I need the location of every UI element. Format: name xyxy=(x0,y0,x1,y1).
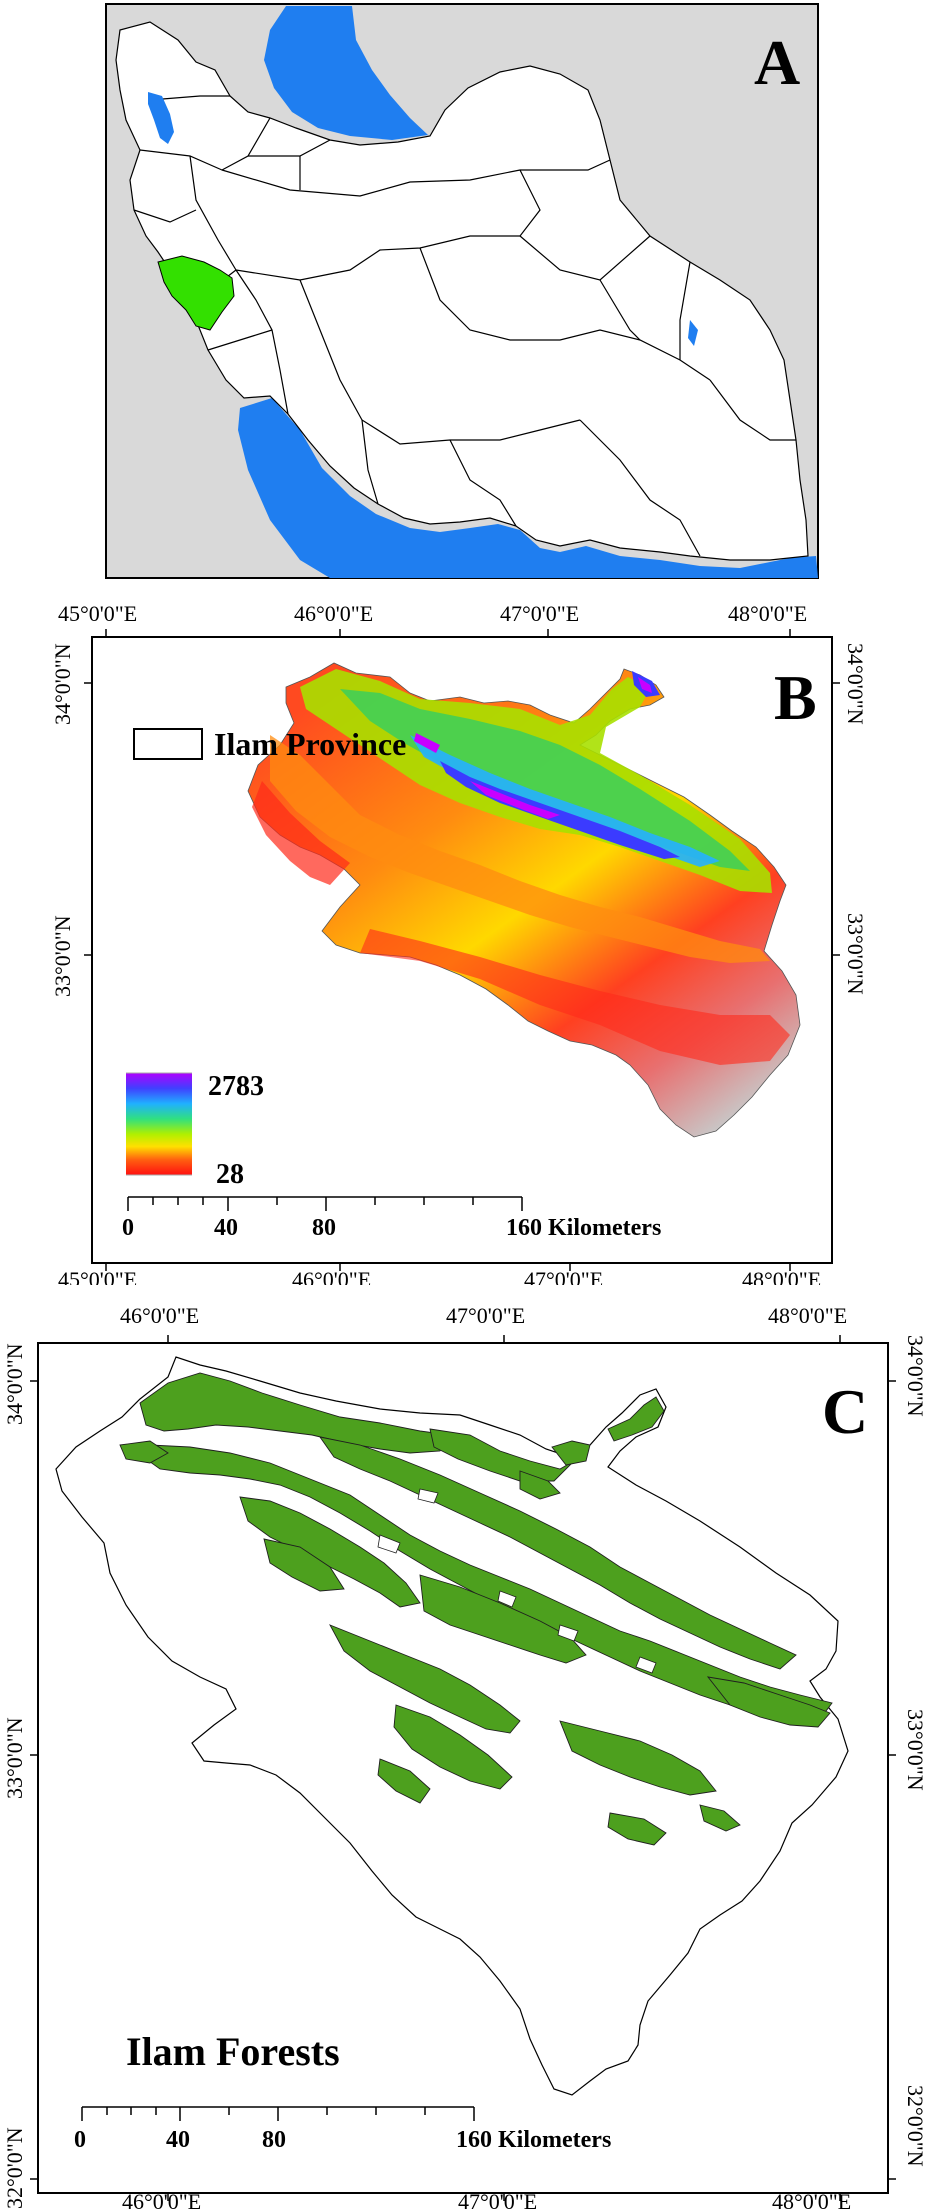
top-tick-label: 45°0'0"E xyxy=(58,601,137,626)
legend-max-value: 2783 xyxy=(208,1071,264,1102)
iran-provinces xyxy=(115,21,809,561)
bottom-tick-label: 46°0'0"E xyxy=(292,1267,371,1285)
scale-label: 160 Kilometers xyxy=(506,1215,661,1241)
panel-c-bottom-ticks: 46°0'0"E 47°0'0"E 48°0'0"E xyxy=(122,2189,851,2212)
elevation-colorbar xyxy=(126,1073,192,1175)
top-tick-label: 47°0'0"E xyxy=(446,1303,525,1328)
bottom-tick-label: 46°0'0"E xyxy=(122,2189,201,2212)
small-lake xyxy=(688,320,698,346)
bottom-tick-label: 48°0'0"E xyxy=(742,1267,821,1285)
top-tick-label: 46°0'0"E xyxy=(294,601,373,626)
bottom-tick-label: 48°0'0"E xyxy=(772,2189,851,2212)
ilam-province-highlight xyxy=(157,255,235,331)
scale-label: 80 xyxy=(312,1215,336,1241)
right-tick-label: 34°0'0"N xyxy=(843,643,868,725)
ilam-elevation-raster xyxy=(247,662,801,1138)
panel-c-top-ticks: 46°0'0"E 47°0'0"E 48°0'0"E xyxy=(120,1303,847,1328)
forest-map-title: Ilam Forests xyxy=(126,2029,340,2074)
lake-urmia xyxy=(148,92,174,144)
scale-label: 160 Kilometers xyxy=(456,2127,611,2153)
left-tick-label: 34°0'0"N xyxy=(50,643,75,725)
panel-c-scalebar xyxy=(81,2106,475,2121)
top-tick-label: 48°0'0"E xyxy=(728,601,807,626)
bottom-tick-label: 47°0'0"E xyxy=(524,1267,603,1285)
right-tick-label: 33°0'0"N xyxy=(843,913,868,995)
left-tick-label: 33°0'0"N xyxy=(50,915,75,997)
bottom-tick-label: 47°0'0"E xyxy=(458,2189,537,2212)
panel-b-letter: B xyxy=(774,662,817,733)
panel-c-letter: C xyxy=(822,1376,868,1447)
caspian-sea xyxy=(264,6,428,140)
panel-b-top-ticks: 45°0'0"E 46°0'0"E 47°0'0"E 48°0'0"E xyxy=(58,601,807,626)
elevation-legend: Ilam Province 2783 28 xyxy=(126,726,406,1190)
top-tick-label: 47°0'0"E xyxy=(500,601,579,626)
panel-c-scalebar-labels: 0 40 80 160 Kilometers xyxy=(74,2127,611,2153)
panel-a-letter: A xyxy=(754,27,800,98)
panel-b-bottom-ticks: 45°0'0"E 46°0'0"E 47°0'0"E 48°0'0"E xyxy=(58,1267,821,1285)
right-tick-label: 33°0'0"N xyxy=(903,1709,928,1791)
right-tick-label: 34°0'0"N xyxy=(903,1335,928,1417)
top-tick-label: 48°0'0"E xyxy=(768,1303,847,1328)
persian-gulf xyxy=(238,398,818,578)
left-tick-label: 32°0'0"N xyxy=(2,2127,27,2209)
legend-boundary-label: Ilam Province xyxy=(214,726,406,762)
panel-c-forest-map: 46°0'0"E 47°0'0"E 48°0'0"E 34°0'0"N 33°0… xyxy=(2,1303,928,2212)
scale-label: 40 xyxy=(166,2127,190,2153)
bottom-tick-label: 45°0'0"E xyxy=(58,1267,137,1285)
panel-b-elevation-map: 45°0'0"E 46°0'0"E 47°0'0"E 48°0'0"E 34°0… xyxy=(50,601,868,1285)
legend-min-value: 28 xyxy=(216,1159,244,1190)
scale-label: 80 xyxy=(262,2127,286,2153)
forest-gaps xyxy=(377,1488,657,1674)
scale-label: 0 xyxy=(74,2127,86,2153)
scale-label: 40 xyxy=(214,1215,238,1241)
left-tick-label: 34°0'0"N xyxy=(2,1343,27,1425)
right-tick-label: 32°0'0"N xyxy=(903,2085,928,2167)
scale-label: 0 xyxy=(122,1215,134,1241)
boundary-swatch xyxy=(133,728,203,760)
panel-a-iran-map: A xyxy=(105,3,819,579)
panel-b-scalebar-labels: 0 40 80 160 Kilometers xyxy=(122,1215,661,1241)
panel-b-scalebar xyxy=(127,1196,523,1211)
forest-patches xyxy=(119,1372,833,1846)
left-tick-label: 33°0'0"N xyxy=(2,1717,27,1799)
top-tick-label: 46°0'0"E xyxy=(120,1303,199,1328)
